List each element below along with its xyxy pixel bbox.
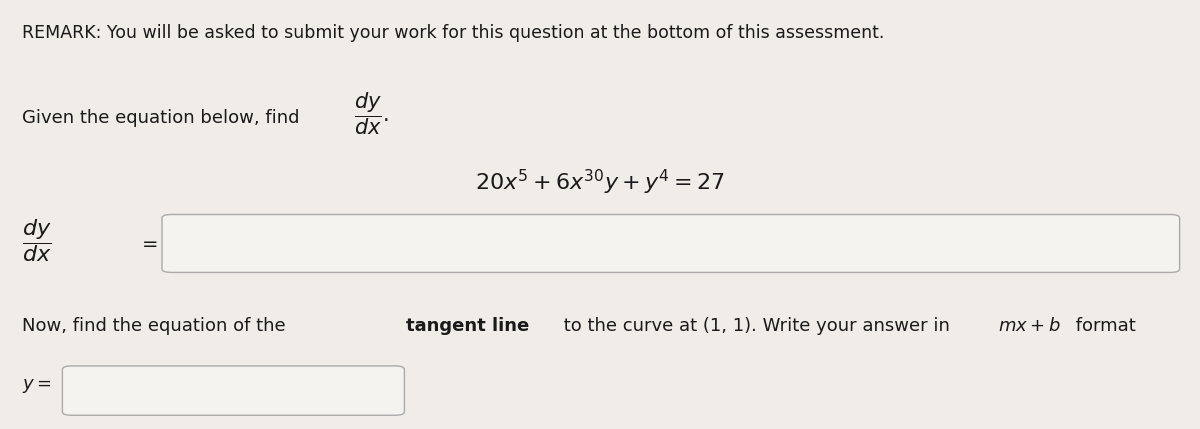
Text: $\dfrac{dy}{dx}$$.$: $\dfrac{dy}{dx}$$.$	[354, 91, 389, 137]
Text: $20x^5 + 6x^{30}y + y^4 = 27$: $20x^5 + 6x^{30}y + y^4 = 27$	[475, 168, 725, 197]
Text: to the curve at (1, 1). Write your answer in: to the curve at (1, 1). Write your answe…	[558, 317, 955, 335]
Text: tangent line: tangent line	[406, 317, 529, 335]
Text: Now, find the equation of the: Now, find the equation of the	[22, 317, 290, 335]
Text: $y =$: $y =$	[22, 377, 52, 395]
Text: $\dfrac{dy}{dx}$: $\dfrac{dy}{dx}$	[22, 217, 52, 264]
FancyBboxPatch shape	[162, 214, 1180, 272]
Text: format: format	[1070, 317, 1136, 335]
Text: $=$: $=$	[138, 233, 158, 252]
Text: REMARK: You will be asked to submit your work for this question at the bottom of: REMARK: You will be asked to submit your…	[22, 24, 884, 42]
FancyBboxPatch shape	[62, 366, 404, 415]
Text: Given the equation below, find: Given the equation below, find	[22, 109, 299, 127]
Text: $mx + b$: $mx + b$	[998, 317, 1061, 335]
